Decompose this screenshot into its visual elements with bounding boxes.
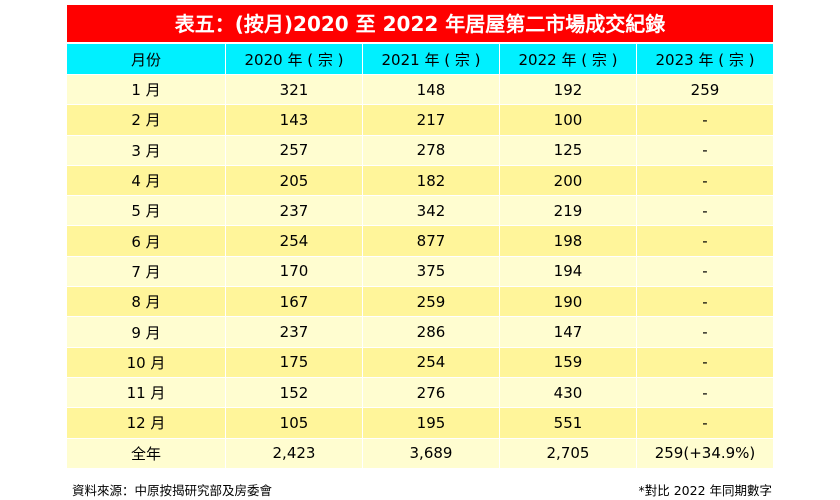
cell-2021: 276 <box>362 376 500 409</box>
cell-2023: - <box>636 316 774 348</box>
header-2022: 2022 年 ( 宗 ) <box>499 43 637 75</box>
cell-2023: - <box>636 255 774 288</box>
cell-2023: - <box>636 346 774 378</box>
cell-2023: - <box>636 407 774 439</box>
cell-2020: 205 <box>225 164 363 197</box>
cell-2021: 259 <box>362 286 500 318</box>
cell-2023: - <box>636 134 774 166</box>
cell-2022: 159 <box>499 346 637 378</box>
cell-2021: 278 <box>362 134 500 166</box>
table-row: 10 月 175 254 159 - <box>66 346 774 378</box>
cell-2020: 143 <box>225 104 363 136</box>
report-table-container: 表五：(按月)2020 至 2022 年居屋第二市場成交紀錄 月份 2020 年… <box>66 4 774 469</box>
table-footer: 資料來源：中原按揭研究部及房委會 *對比 2022 年同期數字 <box>72 480 772 498</box>
total-2020: 2,423 <box>225 437 363 469</box>
total-2021: 3,689 <box>362 437 500 469</box>
total-2022: 2,705 <box>499 437 637 469</box>
table-row: 8 月 167 259 190 - <box>66 286 774 318</box>
table-row: 7 月 170 375 194 - <box>66 255 774 288</box>
cell-2020: 152 <box>225 376 363 409</box>
cell-2023: - <box>636 286 774 318</box>
cell-2022: 125 <box>499 134 637 166</box>
cell-month: 3 月 <box>66 134 226 166</box>
cell-month: 12 月 <box>66 407 226 439</box>
cell-month: 1 月 <box>66 73 226 106</box>
cell-month: 6 月 <box>66 225 226 257</box>
table-row: 4 月 205 182 200 - <box>66 164 774 197</box>
cell-2020: 237 <box>225 195 363 227</box>
cell-2021: 182 <box>362 164 500 197</box>
cell-2022: 198 <box>499 225 637 257</box>
header-2020: 2020 年 ( 宗 ) <box>225 43 363 75</box>
total-2023: 259(+34.9%) <box>636 437 774 469</box>
total-label: 全年 <box>66 437 226 469</box>
cell-2023: - <box>636 164 774 197</box>
cell-2020: 105 <box>225 407 363 439</box>
cell-2022: 430 <box>499 376 637 409</box>
cell-2023: - <box>636 195 774 227</box>
cell-2022: 200 <box>499 164 637 197</box>
total-row: 全年 2,423 3,689 2,705 259(+34.9%) <box>66 437 774 469</box>
cell-2020: 257 <box>225 134 363 166</box>
cell-2022: 551 <box>499 407 637 439</box>
cell-month: 10 月 <box>66 346 226 378</box>
cell-month: 8 月 <box>66 286 226 318</box>
cell-2021: 217 <box>362 104 500 136</box>
cell-month: 2 月 <box>66 104 226 136</box>
cell-2020: 321 <box>225 73 363 106</box>
table-row: 6 月 254 877 198 - <box>66 225 774 257</box>
cell-2022: 194 <box>499 255 637 288</box>
cell-2020: 254 <box>225 225 363 257</box>
cell-2022: 147 <box>499 316 637 348</box>
table-row: 12 月 105 195 551 - <box>66 407 774 439</box>
table-row: 5 月 237 342 219 - <box>66 195 774 227</box>
cell-2023: 259 <box>636 73 774 106</box>
cell-2022: 192 <box>499 73 637 106</box>
cell-month: 7 月 <box>66 255 226 288</box>
cell-2020: 237 <box>225 316 363 348</box>
cell-2021: 286 <box>362 316 500 348</box>
cell-2021: 148 <box>362 73 500 106</box>
cell-month: 11 月 <box>66 376 226 409</box>
source-note: 資料來源：中原按揭研究部及房委會 <box>72 483 273 498</box>
comparison-note: *對比 2022 年同期數字 <box>638 483 772 498</box>
header-month: 月份 <box>66 43 226 75</box>
cell-2021: 195 <box>362 407 500 439</box>
cell-2021: 877 <box>362 225 500 257</box>
cell-2021: 342 <box>362 195 500 227</box>
header-2023: 2023 年 ( 宗 ) <box>636 43 774 75</box>
header-row: 月份 2020 年 ( 宗 ) 2021 年 ( 宗 ) 2022 年 ( 宗 … <box>66 43 774 75</box>
cell-month: 9 月 <box>66 316 226 348</box>
cell-2022: 190 <box>499 286 637 318</box>
cell-month: 5 月 <box>66 195 226 227</box>
table-title: 表五：(按月)2020 至 2022 年居屋第二市場成交紀錄 <box>66 4 774 43</box>
cell-2023: - <box>636 376 774 409</box>
cell-2020: 167 <box>225 286 363 318</box>
cell-2020: 170 <box>225 255 363 288</box>
table-row: 9 月 237 286 147 - <box>66 316 774 348</box>
table-row: 3 月 257 278 125 - <box>66 134 774 166</box>
header-2021: 2021 年 ( 宗 ) <box>362 43 500 75</box>
cell-month: 4 月 <box>66 164 226 197</box>
cell-2021: 375 <box>362 255 500 288</box>
cell-2020: 175 <box>225 346 363 378</box>
cell-2022: 100 <box>499 104 637 136</box>
table-row: 2 月 143 217 100 - <box>66 104 774 136</box>
table-row: 1 月 321 148 192 259 <box>66 73 774 106</box>
cell-2023: - <box>636 225 774 257</box>
cell-2022: 219 <box>499 195 637 227</box>
transactions-table: 月份 2020 年 ( 宗 ) 2021 年 ( 宗 ) 2022 年 ( 宗 … <box>66 43 774 469</box>
cell-2021: 254 <box>362 346 500 378</box>
table-row: 11 月 152 276 430 - <box>66 376 774 409</box>
cell-2023: - <box>636 104 774 136</box>
